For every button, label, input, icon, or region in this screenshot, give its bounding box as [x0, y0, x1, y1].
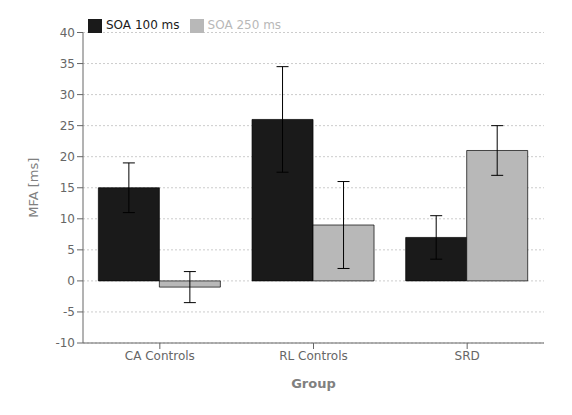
svg-text:35: 35 [60, 57, 75, 71]
svg-text:5: 5 [67, 243, 75, 257]
svg-text:20: 20 [60, 150, 75, 164]
svg-text:RL Controls: RL Controls [279, 349, 347, 363]
svg-text:SRD: SRD [455, 349, 480, 363]
svg-text:MFA [ms]: MFA [ms] [26, 158, 41, 218]
svg-text:40: 40 [60, 26, 75, 40]
html-text:SOA 250 ms: SOA 250 ms [207, 18, 282, 32]
svg-text:CA Controls: CA Controls [125, 349, 195, 363]
svg-text:30: 30 [60, 88, 75, 102]
svg-text:-5: -5 [63, 305, 75, 319]
svg-text:25: 25 [60, 119, 75, 133]
svg-text:10: 10 [60, 212, 75, 226]
html-text:SOA 100 ms: SOA 100 ms [106, 18, 180, 32]
svg-text:-10: -10 [55, 336, 75, 350]
svg-text:15: 15 [60, 181, 75, 195]
svg-text:Group: Group [291, 376, 336, 391]
svg-text:0: 0 [67, 274, 75, 288]
